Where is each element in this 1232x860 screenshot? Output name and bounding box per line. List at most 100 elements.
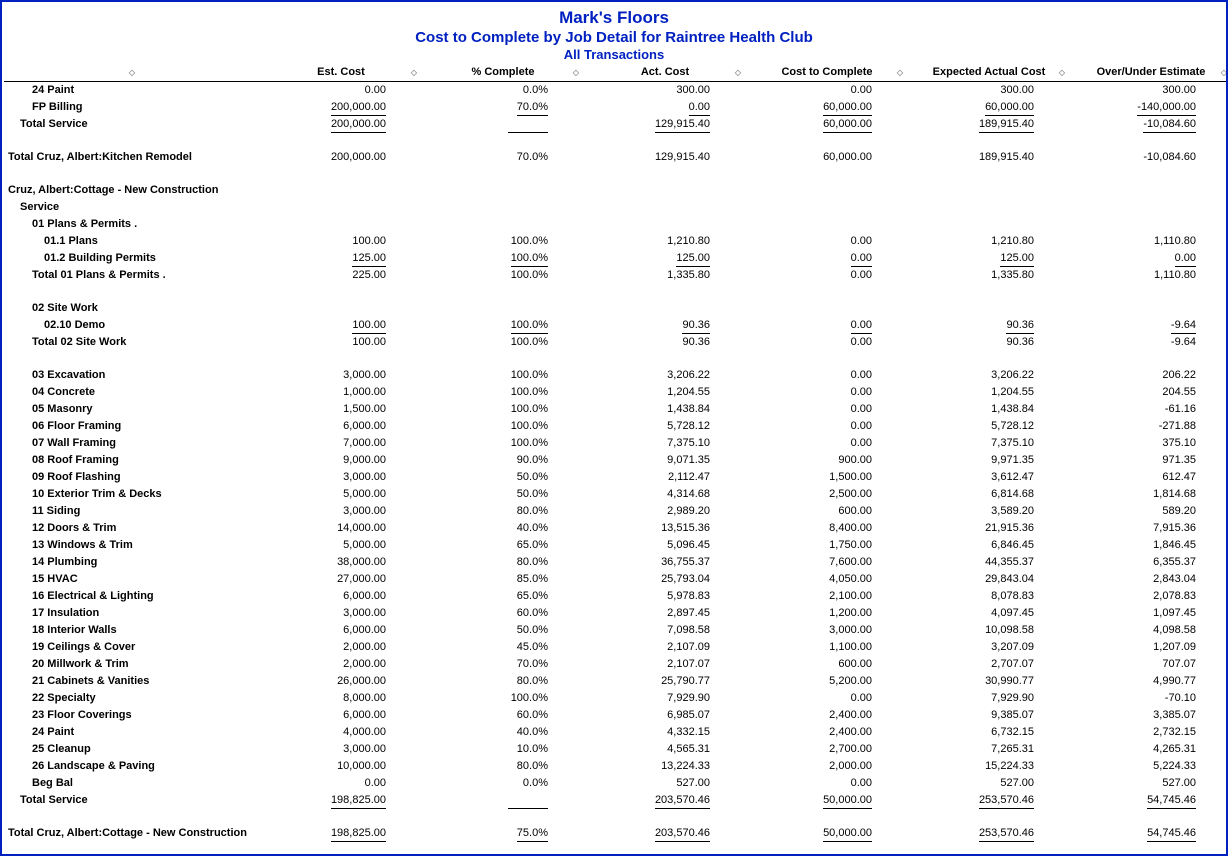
table-cell: 3,000.00 xyxy=(260,741,422,758)
table-row[interactable]: 12 Doors & Trim14,000.0040.0%13,515.368,… xyxy=(4,520,1228,537)
table-row[interactable]: Total Cruz, Albert:Cottage - New Constru… xyxy=(4,825,1228,842)
table-cell: 0.00 xyxy=(746,401,908,418)
table-cell: 7,929.90 xyxy=(908,690,1070,707)
table-cell: 198,825.00 xyxy=(260,792,422,809)
col-ou[interactable]: Over/Under Estimate◇ xyxy=(1070,64,1228,82)
table-cell: 2,400.00 xyxy=(746,724,908,741)
table-cell: 4,990.77 xyxy=(1070,673,1228,690)
table-row[interactable]: Total 02 Site Work100.00100.0%90.360.009… xyxy=(4,334,1228,351)
table-row[interactable]: 22 Specialty8,000.00100.0%7,929.900.007,… xyxy=(4,690,1228,707)
table-row[interactable]: 04 Concrete1,000.00100.0%1,204.550.001,2… xyxy=(4,384,1228,401)
table-cell: 8,000.00 xyxy=(260,690,422,707)
table-cell: 9,071.35 xyxy=(584,452,746,469)
row-label: 21 Cabinets & Vanities xyxy=(4,673,260,690)
table-row[interactable]: 10 Exterior Trim & Decks5,000.0050.0%4,3… xyxy=(4,486,1228,503)
table-row[interactable]: 19 Ceilings & Cover2,000.0045.0%2,107.09… xyxy=(4,639,1228,656)
table-row[interactable]: 01 Plans & Permits . xyxy=(4,216,1228,233)
table-cell: 600.00 xyxy=(746,656,908,673)
col-pct-label: % Complete xyxy=(472,66,535,78)
table-cell: -140,000.00 xyxy=(1070,99,1228,116)
col-ctc[interactable]: Cost to Complete◇ xyxy=(746,64,908,82)
table-cell: 2,078.83 xyxy=(1070,588,1228,605)
table-cell xyxy=(746,182,908,199)
table-row[interactable]: 11 Siding3,000.0080.0%2,989.20600.003,58… xyxy=(4,503,1228,520)
table-row[interactable]: 05 Masonry1,500.00100.0%1,438.840.001,43… xyxy=(4,401,1228,418)
table-row[interactable]: 26 Landscape & Paving10,000.0080.0%13,22… xyxy=(4,758,1228,775)
table-row[interactable]: 01.1 Plans100.00100.0%1,210.800.001,210.… xyxy=(4,233,1228,250)
table-row[interactable]: 24 Paint4,000.0040.0%4,332.152,400.006,7… xyxy=(4,724,1228,741)
report-body: 24 Paint0.000.0%300.000.00300.00300.00FP… xyxy=(4,82,1228,857)
table-row[interactable]: Service xyxy=(4,199,1228,216)
table-row[interactable]: Total Service198,825.00 203,570.4650,000… xyxy=(4,792,1228,809)
title-block: Mark's Floors Cost to Complete by Job De… xyxy=(4,8,1224,62)
table-cell: 1,210.80 xyxy=(908,233,1070,250)
table-cell xyxy=(746,300,908,317)
table-row[interactable]: Total 01 Plans & Permits .225.00100.0%1,… xyxy=(4,267,1228,284)
table-cell: 5,000.00 xyxy=(260,486,422,503)
table-cell: 65.0% xyxy=(422,537,584,554)
table-cell: 27,000.00 xyxy=(260,571,422,588)
table-cell: 6,000.00 xyxy=(260,588,422,605)
table-cell: 21,915.36 xyxy=(908,520,1070,537)
table-cell: 80.0% xyxy=(422,758,584,775)
table-cell: 253,570.46 xyxy=(908,825,1070,842)
table-row[interactable]: 15 HVAC27,000.0085.0%25,793.044,050.0029… xyxy=(4,571,1228,588)
table-row[interactable]: 20 Millwork & Trim2,000.0070.0%2,107.076… xyxy=(4,656,1228,673)
row-label: Beg Bal xyxy=(4,775,260,792)
col-pct[interactable]: % Complete◇ xyxy=(422,64,584,82)
table-cell: 0.00 xyxy=(746,367,908,384)
col-est-cost[interactable]: Est. Cost◇ xyxy=(260,64,422,82)
table-row[interactable]: 13 Windows & Trim5,000.0065.0%5,096.451,… xyxy=(4,537,1228,554)
table-cell: 38,000.00 xyxy=(260,554,422,571)
table-row[interactable]: 09 Roof Flashing3,000.0050.0%2,112.471,5… xyxy=(4,469,1228,486)
table-row[interactable]: 23 Floor Coverings6,000.0060.0%6,985.072… xyxy=(4,707,1228,724)
table-row[interactable]: 02.10 Demo100.00100.0%90.360.0090.36-9.6… xyxy=(4,317,1228,334)
table-cell: 0.00 xyxy=(260,82,422,100)
table-row[interactable]: Cruz, Albert:Cottage - New Construction xyxy=(4,182,1228,199)
table-row[interactable]: 08 Roof Framing9,000.0090.0%9,071.35900.… xyxy=(4,452,1228,469)
table-cell: 100.0% xyxy=(422,367,584,384)
row-label: 11 Siding xyxy=(4,503,260,520)
table-row[interactable]: 14 Plumbing38,000.0080.0%36,755.377,600.… xyxy=(4,554,1228,571)
table-cell: 1,438.84 xyxy=(908,401,1070,418)
row-label: 13 Windows & Trim xyxy=(4,537,260,554)
table-row[interactable]: Total Service200,000.00 129,915.4060,000… xyxy=(4,116,1228,133)
table-row[interactable]: 18 Interior Walls6,000.0050.0%7,098.583,… xyxy=(4,622,1228,639)
row-label: Total Cruz, Albert:Cottage - New Constru… xyxy=(4,825,260,842)
table-cell: 15,224.33 xyxy=(908,758,1070,775)
row-label: 12 Doors & Trim xyxy=(4,520,260,537)
table-cell: 90.36 xyxy=(584,317,746,334)
table-cell: 707.07 xyxy=(1070,656,1228,673)
table-row[interactable]: 01.2 Building Permits125.00100.0%125.000… xyxy=(4,250,1228,267)
table-cell: 70.0% xyxy=(422,656,584,673)
table-cell: 300.00 xyxy=(1070,82,1228,100)
table-row[interactable]: 07 Wall Framing7,000.00100.0%7,375.100.0… xyxy=(4,435,1228,452)
table-cell: 65.0% xyxy=(422,588,584,605)
table-cell: 3,385.07 xyxy=(1070,707,1228,724)
table-cell: 3,000.00 xyxy=(260,367,422,384)
table-row[interactable]: 21 Cabinets & Vanities26,000.0080.0%25,7… xyxy=(4,673,1228,690)
table-row[interactable]: 16 Electrical & Lighting6,000.0065.0%5,9… xyxy=(4,588,1228,605)
table-row[interactable]: 02 Site Work xyxy=(4,300,1228,317)
table-row[interactable]: 24 Paint0.000.0%300.000.00300.00300.00 xyxy=(4,82,1228,100)
col-act-cost[interactable]: Act. Cost◇ xyxy=(584,64,746,82)
table-cell: 3,207.09 xyxy=(908,639,1070,656)
report-table: ◇ Est. Cost◇ % Complete◇ Act. Cost◇ Cost… xyxy=(4,64,1228,856)
table-cell: 50,000.00 xyxy=(746,825,908,842)
col-exp[interactable]: Expected Actual Cost◇ xyxy=(908,64,1070,82)
table-cell xyxy=(584,182,746,199)
table-row[interactable]: Beg Bal0.000.0%527.000.00527.00527.00 xyxy=(4,775,1228,792)
table-cell: 100.0% xyxy=(422,317,584,334)
table-cell: 29,843.04 xyxy=(908,571,1070,588)
col-label[interactable]: ◇ xyxy=(4,64,260,82)
table-cell: 90.36 xyxy=(908,334,1070,351)
table-row[interactable]: 17 Insulation3,000.0060.0%2,897.451,200.… xyxy=(4,605,1228,622)
table-row[interactable]: 25 Cleanup3,000.0010.0%4,565.312,700.007… xyxy=(4,741,1228,758)
table-row[interactable]: 03 Excavation3,000.00100.0%3,206.220.003… xyxy=(4,367,1228,384)
table-cell: 206.22 xyxy=(1070,367,1228,384)
table-row[interactable]: Total Cruz, Albert:Kitchen Remodel200,00… xyxy=(4,149,1228,166)
table-row[interactable]: FP Billing200,000.0070.0%0.0060,000.0060… xyxy=(4,99,1228,116)
table-cell: 6,000.00 xyxy=(260,622,422,639)
table-cell: 189,915.40 xyxy=(908,116,1070,133)
table-row[interactable]: 06 Floor Framing6,000.00100.0%5,728.120.… xyxy=(4,418,1228,435)
